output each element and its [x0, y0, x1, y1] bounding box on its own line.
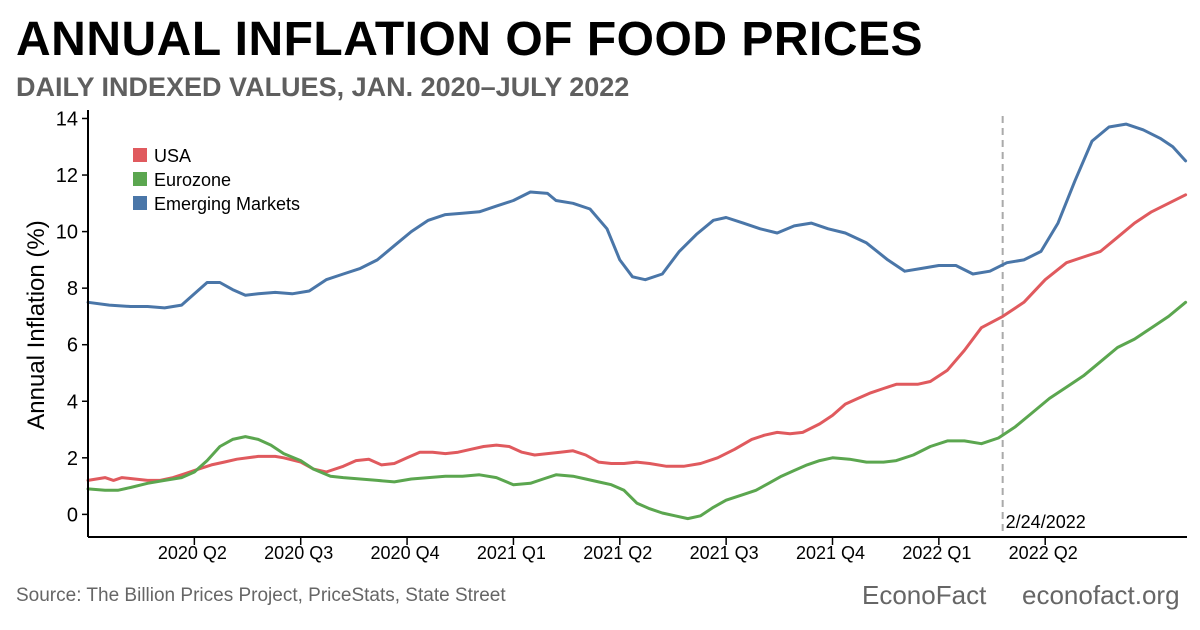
x-tick-label: 2022 Q1: [902, 543, 971, 563]
y-tick-label: 0: [67, 504, 78, 526]
x-tick-label: 2020 Q2: [158, 543, 227, 563]
x-tick-label: 2021 Q4: [796, 543, 865, 563]
brand-name: EconoFact: [862, 580, 987, 610]
y-tick-label: 6: [67, 335, 78, 357]
x-tick-label: 2020 Q4: [371, 543, 440, 563]
y-tick-label: 12: [56, 165, 78, 187]
x-tick-label: 2021 Q3: [690, 543, 759, 563]
legend-swatch: [133, 148, 147, 162]
chart-title: ANNUAL INFLATION OF FOOD PRICES: [16, 13, 924, 66]
y-axis-label: Annual Inflation (%): [23, 220, 50, 429]
event-label: 2/24/2022: [1006, 512, 1086, 532]
axes: [87, 110, 1187, 538]
x-tick-label: 2022 Q2: [1009, 543, 1078, 563]
legend-label: Eurozone: [154, 170, 231, 190]
x-tick-label: 2021 Q2: [583, 543, 652, 563]
y-tick-labels: 0 2 4 6 8 10 12 14: [56, 108, 78, 526]
y-tick-label: 4: [67, 391, 78, 413]
series-line-usa: [86, 193, 1188, 482]
site-url: econofact.org: [1022, 580, 1180, 610]
source-note: Source: The Billion Prices Project, Pric…: [16, 585, 506, 606]
chart-subtitle: DAILY INDEXED VALUES, JAN. 2020–JULY 202…: [16, 72, 630, 102]
y-tick-label: 14: [56, 108, 78, 130]
legend-swatch: [133, 172, 147, 186]
y-tick-label: 10: [56, 222, 78, 244]
legend-label: Emerging Markets: [154, 194, 300, 214]
x-tick-label: 2021 Q1: [477, 543, 546, 563]
series-line-emerging-markets: [86, 122, 1188, 310]
x-tick-labels: 2020 Q2 2020 Q3 2020 Q4 2021 Q1 2021 Q2 2021 …: [158, 543, 1078, 563]
y-tick-label: 8: [67, 278, 78, 300]
legend: USA Eurozone Emerging Markets: [133, 146, 300, 214]
series-layer: [86, 122, 1188, 521]
y-tick-label: 2: [67, 448, 78, 470]
legend-swatch: [133, 196, 147, 210]
series-line-eurozone: [86, 300, 1188, 521]
x-tick-label: 2020 Q3: [264, 543, 333, 563]
legend-label: USA: [154, 146, 191, 166]
